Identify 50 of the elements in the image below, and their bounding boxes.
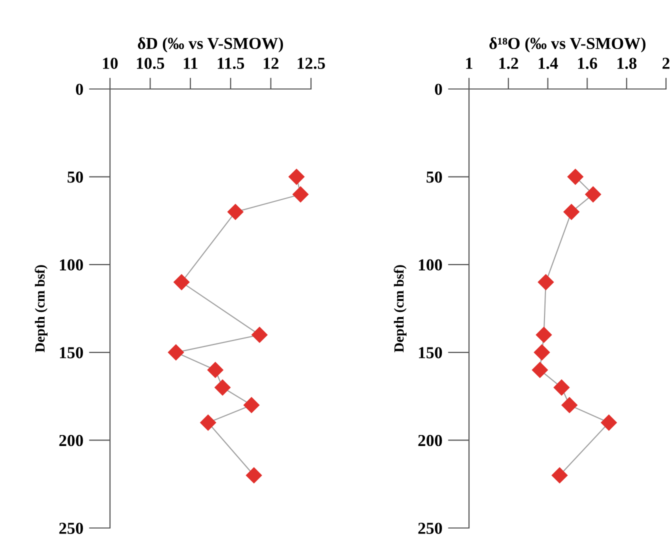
- x-axis-title: δD (‰ vs V-SMOW): [138, 37, 283, 52]
- x-tick-label: 12.5: [298, 58, 325, 70]
- point: [200, 414, 216, 431]
- y-tick-label: 150: [418, 347, 442, 358]
- point: [288, 168, 305, 186]
- y-tick-label: 0: [76, 84, 83, 95]
- x-axis-title: δ¹⁸O (‰ vs V-SMOW): [489, 37, 646, 52]
- point: [246, 467, 262, 484]
- point: [532, 362, 548, 378]
- point: [553, 379, 570, 396]
- point: [214, 379, 231, 396]
- point: [600, 414, 618, 431]
- point: [567, 168, 584, 186]
- y-axis-title: Depth (cm bsf): [394, 265, 406, 352]
- x-tick-label: 1.8: [618, 58, 636, 70]
- y-tick-label: 50: [426, 172, 442, 183]
- point: [563, 204, 580, 220]
- y-tick-label: 250: [418, 522, 442, 534]
- x-tick-label: 1.2: [499, 58, 518, 70]
- point: [538, 274, 554, 290]
- point: [534, 344, 550, 361]
- y-tick-label: 50: [68, 172, 83, 183]
- point: [227, 204, 244, 220]
- x-tick-label: 12: [264, 58, 278, 69]
- y-tick-label: 150: [60, 347, 83, 358]
- point: [584, 186, 602, 203]
- point: [173, 274, 190, 290]
- point: [168, 344, 184, 361]
- y-tick-label: 200: [59, 434, 83, 446]
- x-tick-label: 1.4: [538, 58, 558, 70]
- y-tick-label: 250: [59, 522, 83, 534]
- point: [561, 396, 578, 414]
- x-tick-label: 2: [662, 58, 670, 69]
- y-tick-label: 100: [418, 259, 442, 271]
- point: [243, 396, 260, 414]
- point: [251, 326, 268, 344]
- x-tick-label: 1: [466, 58, 472, 69]
- x-tick-label: 10: [103, 58, 118, 69]
- point: [292, 186, 309, 203]
- x-tick-label: 11.5: [218, 58, 244, 70]
- x-tick-label: 1.6: [578, 58, 598, 70]
- y-tick-label: 200: [418, 434, 442, 446]
- point: [207, 362, 224, 378]
- x-tick-label: 11: [184, 58, 198, 69]
- y-axis-title: Depth (cm bsf): [34, 265, 48, 352]
- y-tick-label: 100: [60, 259, 83, 271]
- point: [551, 467, 568, 484]
- y-tick-label: 0: [434, 84, 442, 95]
- x-tick-label: 10.5: [136, 58, 164, 70]
- point: [536, 326, 552, 344]
